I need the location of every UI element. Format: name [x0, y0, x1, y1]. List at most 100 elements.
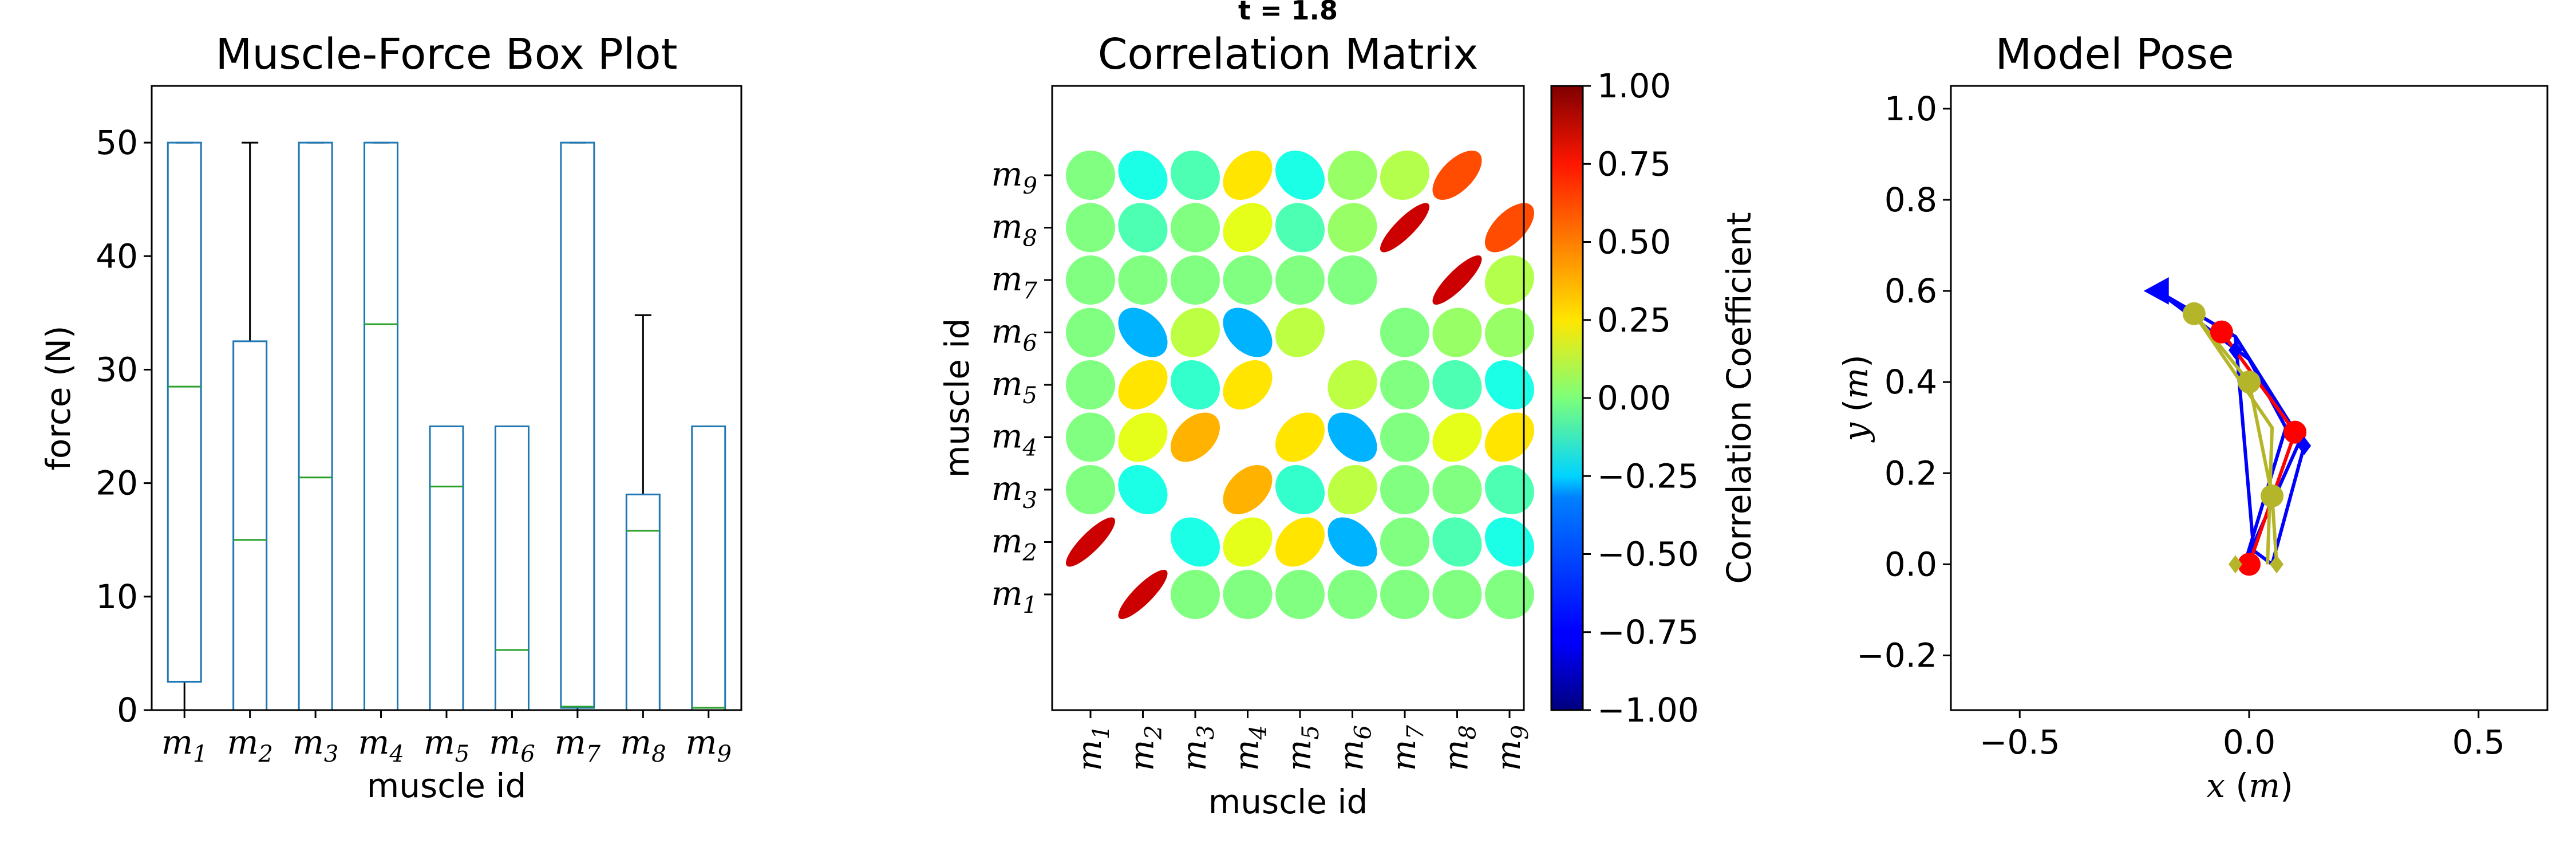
y-tick-label: m9: [991, 155, 1037, 199]
corr-cell-m7-m1: [1066, 255, 1115, 305]
box-m5-body: [429, 425, 464, 711]
box-m9-body: [691, 425, 726, 711]
x-tick-label: m7: [1384, 724, 1429, 771]
corr-cell-m1-m4: [1223, 570, 1273, 619]
corr-cell-m7-m3: [1171, 255, 1220, 305]
corr-cell-m9-m3: [1171, 151, 1220, 200]
pose-panel: Model Pose −0.2 0.0 0.2 0.4 0.6 0.8 1.0 −0.5 0.…: [1836, 30, 2549, 805]
corr-cell-m7-m6: [1327, 255, 1377, 305]
boxplot-y-label: force (N): [39, 325, 78, 470]
box-m7-body: [560, 141, 595, 709]
corr-cell-m6-m8: [1432, 308, 1482, 357]
y-tick-label: m1: [991, 574, 1037, 618]
pose-joint-marker: [2238, 553, 2261, 576]
boxplot-frame: [151, 85, 742, 711]
y-tick-label: m8: [991, 207, 1037, 252]
corr-cell-m1-m3: [1171, 570, 1220, 619]
correlation-y-label: muscle id: [938, 318, 977, 478]
colorbar-tick-label: −0.75: [1597, 613, 1699, 652]
x-tick-label: m8: [620, 723, 666, 767]
x-tick-label: m3: [293, 723, 338, 767]
corr-cell-m8-m1: [1066, 203, 1115, 253]
corr-cell-m6-m4: [1223, 308, 1273, 357]
corr-cell-m1-m7: [1380, 570, 1429, 619]
corr-cell-m3-m2: [1118, 464, 1168, 514]
pose-y-ticks: −0.2 0.0 0.2 0.4 0.6 0.8 1.0: [1856, 89, 1951, 675]
pose-diamond-marker: [2228, 341, 2242, 360]
x-tick-label: m2: [1123, 725, 1167, 771]
x-tick-label: m5: [1279, 725, 1324, 771]
colorbar-label: Correlation Coefficient: [1720, 212, 1759, 584]
corr-cell-m6-m5: [1275, 308, 1325, 357]
pose-x-label: x (m): [2206, 766, 2293, 805]
y-tick-label: 30: [96, 350, 138, 389]
colorbar-tick-label: 0.50: [1597, 223, 1671, 262]
corr-cell-m7-m9: [1484, 255, 1534, 305]
x-tick-label: 0.5: [2452, 723, 2505, 762]
pose-diamond-marker: [2297, 436, 2312, 455]
corr-cell-m9-m6: [1327, 151, 1377, 200]
corr-cell-m5-m3: [1171, 360, 1220, 410]
corr-cell-m9-m4: [1223, 151, 1273, 200]
pose-joint-marker: [2210, 320, 2233, 344]
pose-diamond-marker: [2228, 555, 2242, 574]
boxplot-title: Muscle-Force Box Plot: [215, 30, 677, 79]
corr-cell-m5-m9: [1484, 360, 1534, 409]
corr-cell-m6-m9: [1484, 308, 1534, 357]
y-tick-label: 0.2: [1884, 454, 1937, 492]
x-tick-label: m5: [424, 723, 469, 767]
colorbar-tick-label: 0.75: [1597, 144, 1671, 183]
y-tick-label: m6: [991, 312, 1037, 357]
corr-cell-m1-m2: [1118, 570, 1168, 620]
corr-cell-m2-m5: [1275, 517, 1325, 567]
boxplot-x-label: muscle id: [367, 766, 527, 805]
y-tick-label: 10: [96, 577, 138, 616]
x-tick-label: m8: [1437, 725, 1481, 771]
corr-cell-m4-m1: [1066, 412, 1115, 462]
boxplot-x-ticks: m1 m2 m3 m4 m5 m6 m7 m8 m9: [161, 710, 732, 767]
y-tick-label: 0.6: [1884, 271, 1937, 310]
corr-cell-m3-m6: [1327, 464, 1377, 514]
pose-joint-marker: [2283, 420, 2307, 444]
x-tick-label: m9: [1489, 725, 1534, 771]
x-tick-label: m1: [161, 723, 207, 767]
corr-cell-m5-m2: [1118, 360, 1168, 410]
corr-cell-m7-m5: [1275, 255, 1325, 305]
corr-cell-m2-m6: [1327, 517, 1377, 567]
corr-cell-m8-m9: [1485, 203, 1535, 253]
correlation-ellipses: [1066, 150, 1535, 620]
pose-title: Model Pose: [1995, 30, 2234, 79]
corr-cell-m8-m3: [1171, 203, 1220, 253]
corr-cell-m5-m1: [1066, 360, 1115, 409]
corr-cell-m8-m5: [1275, 203, 1325, 253]
corr-cell-m2-m4: [1223, 517, 1273, 567]
x-tick-label: m9: [686, 723, 732, 767]
x-tick-label: m1: [1070, 725, 1115, 771]
corr-cell-m7-m2: [1118, 255, 1168, 305]
corr-cell-m9-m2: [1118, 151, 1168, 200]
corr-cell-m4-m3: [1170, 412, 1220, 462]
pose-series-line-5: [2192, 313, 2274, 565]
colorbar-tick-label: 0.00: [1597, 379, 1671, 417]
x-tick-label: m6: [489, 723, 535, 767]
corr-cell-m1-m9: [1485, 569, 1534, 619]
corr-cell-m8-m6: [1327, 203, 1377, 253]
box-m2-body: [232, 340, 268, 711]
pose-markers: [2143, 277, 2312, 576]
y-tick-label: m7: [991, 259, 1038, 304]
pose-diamond-marker: [2270, 555, 2284, 574]
pose-joint-marker: [2261, 484, 2284, 508]
x-tick-label: m6: [1332, 725, 1377, 771]
corr-cell-m1-m8: [1432, 569, 1482, 619]
box-m1-body: [167, 141, 202, 683]
corr-cell-m9-m7: [1380, 151, 1429, 200]
corr-cell-m6-m3: [1170, 308, 1220, 357]
pose-y-label: y (m): [1836, 354, 1875, 443]
corr-cell-m7-m8: [1432, 255, 1482, 305]
corr-cell-m2-m7: [1380, 517, 1429, 567]
corr-cell-m2-m1: [1066, 517, 1116, 567]
y-tick-label: 1.0: [1884, 89, 1937, 128]
corr-cell-m9-m8: [1432, 150, 1482, 200]
corr-cell-m5-m7: [1380, 360, 1429, 409]
